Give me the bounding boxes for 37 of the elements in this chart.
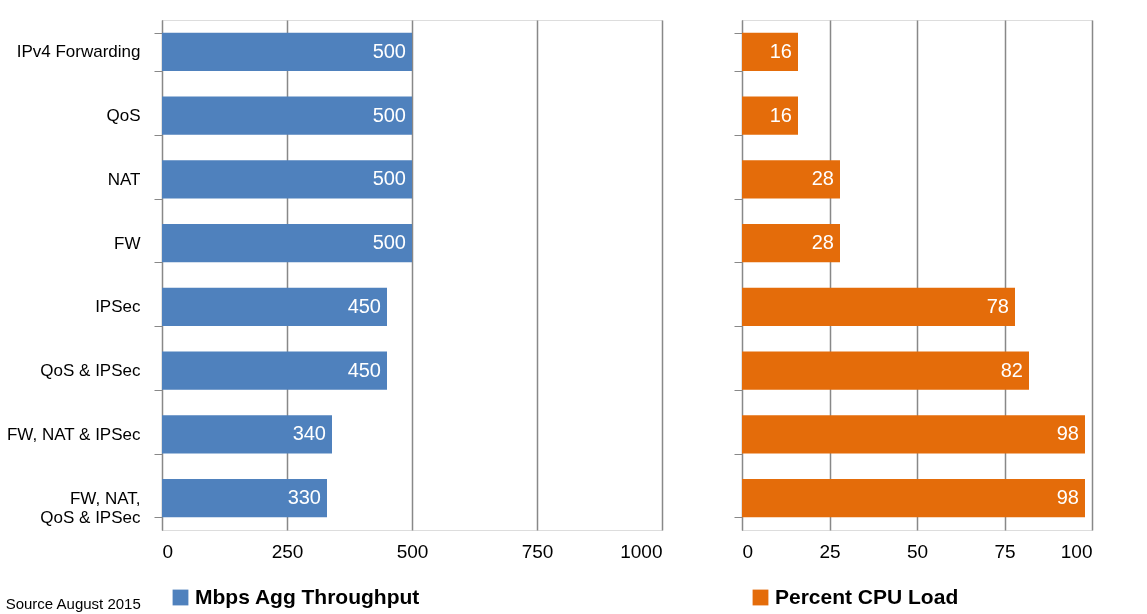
data-label: 340 xyxy=(292,422,326,445)
data-label: 450 xyxy=(347,358,381,381)
data-label: 28 xyxy=(811,231,834,254)
data-label: 500 xyxy=(372,39,406,62)
y-tick-label: FW xyxy=(114,233,141,253)
data-label: 500 xyxy=(372,103,406,126)
data-label: 500 xyxy=(372,167,406,190)
x-tick-label: 75 xyxy=(994,540,1016,562)
y-tick-label: IPv4 Forwarding xyxy=(16,42,141,62)
y-tick-label: QoS xyxy=(106,106,141,126)
source-note: Source August 2015 xyxy=(5,594,141,612)
data-label: 450 xyxy=(347,294,381,317)
data-label: 16 xyxy=(769,103,792,126)
data-label: 500 xyxy=(372,231,406,254)
legend-label: Percent CPU Load xyxy=(775,584,959,608)
data-label: 28 xyxy=(811,167,834,190)
y-tick-label: NAT xyxy=(107,169,141,189)
data-label: 16 xyxy=(769,39,792,62)
x-tick-label: 750 xyxy=(521,540,554,562)
x-tick-label: 100 xyxy=(1060,540,1093,562)
legend-label: Mbps Agg Throughput xyxy=(195,584,420,608)
x-tick-label: 250 xyxy=(271,540,304,562)
x-tick-label: 0 xyxy=(742,540,754,562)
y-tick-label: QoS & IPSec xyxy=(40,361,141,381)
x-tick-label: 500 xyxy=(396,540,429,562)
data-label: 98 xyxy=(1056,486,1079,509)
y-tick-label: IPSec xyxy=(95,297,141,317)
data-label: 98 xyxy=(1056,422,1079,445)
y-tick-label: FW, NAT & IPSec xyxy=(6,424,141,444)
x-tick-label: 50 xyxy=(906,540,929,562)
data-label: 82 xyxy=(1000,358,1023,381)
y-tick-label: FW, NAT, QoS & IPSec xyxy=(40,488,141,527)
data-label: 78 xyxy=(986,294,1009,317)
x-tick-label: 0 xyxy=(162,540,174,562)
x-tick-label: 1000 xyxy=(620,540,663,562)
data-label: 330 xyxy=(287,486,321,509)
x-tick-label: 25 xyxy=(819,540,841,562)
